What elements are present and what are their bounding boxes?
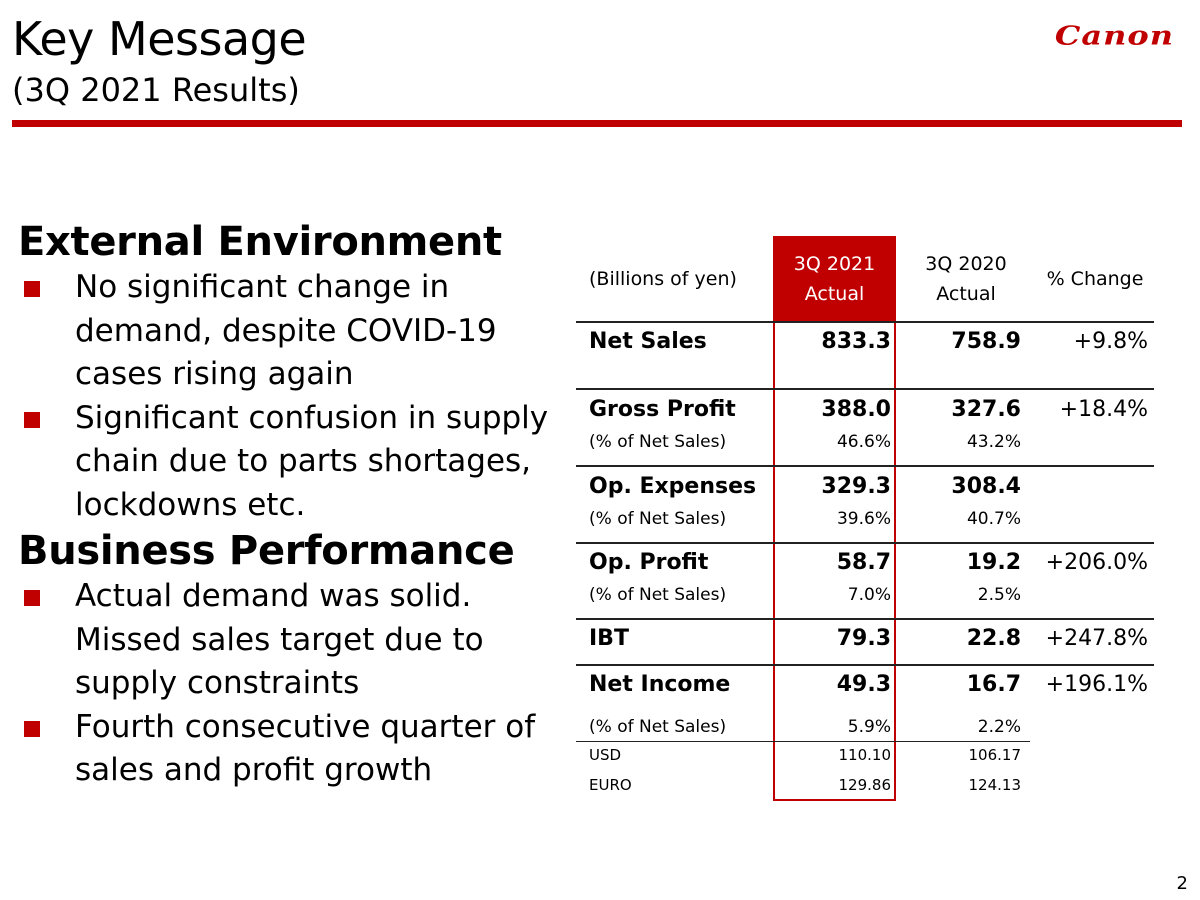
value-change: +247.8% (1045, 626, 1148, 651)
value-current: 79.3 (836, 626, 891, 651)
value-current: 110.10 (838, 746, 892, 764)
value-current: 388.0 (821, 397, 891, 422)
value-prior: 43.2% (966, 432, 1021, 452)
row-label: EURO (589, 776, 632, 794)
value-current: 833.3 (821, 329, 891, 354)
bullet-item: Significant confusion in supply chain du… (18, 397, 573, 528)
section-heading-external-environment: External Environment (18, 219, 502, 265)
bullet-text: Fourth consecutive quarter of sales and … (75, 708, 536, 789)
value-current: 49.3 (836, 672, 891, 697)
row-label: (% of Net Sales) (589, 585, 727, 605)
row-label: Op. Expenses (589, 474, 757, 499)
bullet-item: Fourth consecutive quarter of sales and … (18, 706, 573, 793)
unit-label: (Billions of yen) (576, 236, 773, 322)
value-current: 329.3 (821, 474, 891, 499)
row-separator (576, 465, 1154, 467)
value-prior: 16.7 (966, 672, 1021, 697)
value-prior: 19.2 (966, 550, 1021, 575)
value-change: +196.1% (1045, 672, 1148, 697)
value-prior: 2.5% (977, 585, 1021, 605)
row-separator (576, 618, 1154, 620)
current-quarter-header-fill (773, 236, 896, 322)
row-label: (% of Net Sales) (589, 432, 727, 452)
section-heading-business-performance: Business Performance (18, 528, 515, 574)
column-header-change: % Change (1036, 236, 1154, 322)
column-header-prior-line1: 3Q 2020 (925, 253, 1007, 275)
canon-logo: Canon (1054, 20, 1174, 52)
value-prior: 758.9 (951, 329, 1021, 354)
row-label: USD (589, 746, 622, 764)
value-prior: 327.6 (951, 397, 1021, 422)
value-current: 39.6% (836, 509, 891, 529)
value-change: +18.4% (1059, 397, 1148, 422)
red-square-bullet-icon (24, 590, 40, 606)
page-number: 2 (1176, 873, 1188, 894)
value-change: +9.8% (1073, 329, 1148, 354)
row-label: Gross Profit (589, 397, 736, 422)
value-prior: 40.7% (966, 509, 1021, 529)
title-divider (12, 120, 1182, 127)
value-prior: 106.17 (968, 746, 1022, 764)
column-header-change-text: % Change (1046, 268, 1144, 290)
row-separator (576, 542, 1154, 544)
row-label: (% of Net Sales) (589, 717, 727, 737)
bullet-text: No significant change in demand, despite… (75, 269, 497, 392)
current-quarter-column-highlight (773, 236, 896, 801)
value-prior: 2.2% (977, 717, 1021, 737)
row-label: (% of Net Sales) (589, 509, 727, 529)
red-square-bullet-icon (24, 720, 40, 737)
column-header-prior-line2: Actual (936, 283, 996, 305)
row-label: IBT (589, 626, 629, 651)
results-table: (Billions of yen) 3Q 2021 Actual 3Q 2020… (576, 236, 1158, 801)
value-current: 129.86 (838, 776, 892, 794)
page-title: Key Message (12, 12, 307, 66)
row-separator (576, 321, 1154, 323)
bullet-item: Actual demand was solid. Missed sales ta… (18, 575, 573, 706)
business-performance-bullets: Actual demand was solid. Missed sales ta… (18, 575, 573, 793)
unit-label-text: (Billions of yen) (589, 268, 737, 290)
red-square-bullet-icon (24, 281, 40, 297)
column-header-current: 3Q 2021 Actual (773, 236, 896, 322)
value-change: +206.0% (1045, 550, 1148, 575)
column-header-prior: 3Q 2020 Actual (896, 236, 1036, 322)
row-label: Net Sales (589, 329, 707, 354)
value-prior: 124.13 (968, 776, 1022, 794)
external-environment-bullets: No significant change in demand, despite… (18, 266, 573, 527)
bullet-text: Significant confusion in supply chain du… (75, 399, 549, 523)
value-current: 58.7 (836, 550, 891, 575)
row-label: Op. Profit (589, 550, 709, 575)
value-current: 5.9% (847, 717, 891, 737)
value-current: 7.0% (847, 585, 891, 605)
page-subtitle: (3Q 2021 Results) (12, 71, 300, 109)
column-header-current-line1: 3Q 2021 (793, 253, 876, 275)
column-header-current-line2: Actual (804, 283, 865, 305)
row-separator (576, 388, 1154, 390)
value-prior: 308.4 (951, 474, 1021, 499)
bullet-text: Actual demand was solid. Missed sales ta… (75, 578, 484, 701)
value-current: 46.6% (836, 432, 891, 452)
key-message-text: External Environment No significant chan… (18, 218, 573, 793)
row-label: Net Income (589, 672, 731, 697)
row-separator (576, 664, 1154, 666)
bullet-item: No significant change in demand, despite… (18, 266, 573, 397)
row-separator (576, 741, 1030, 742)
value-prior: 22.8 (966, 626, 1021, 651)
red-square-bullet-icon (24, 411, 40, 428)
